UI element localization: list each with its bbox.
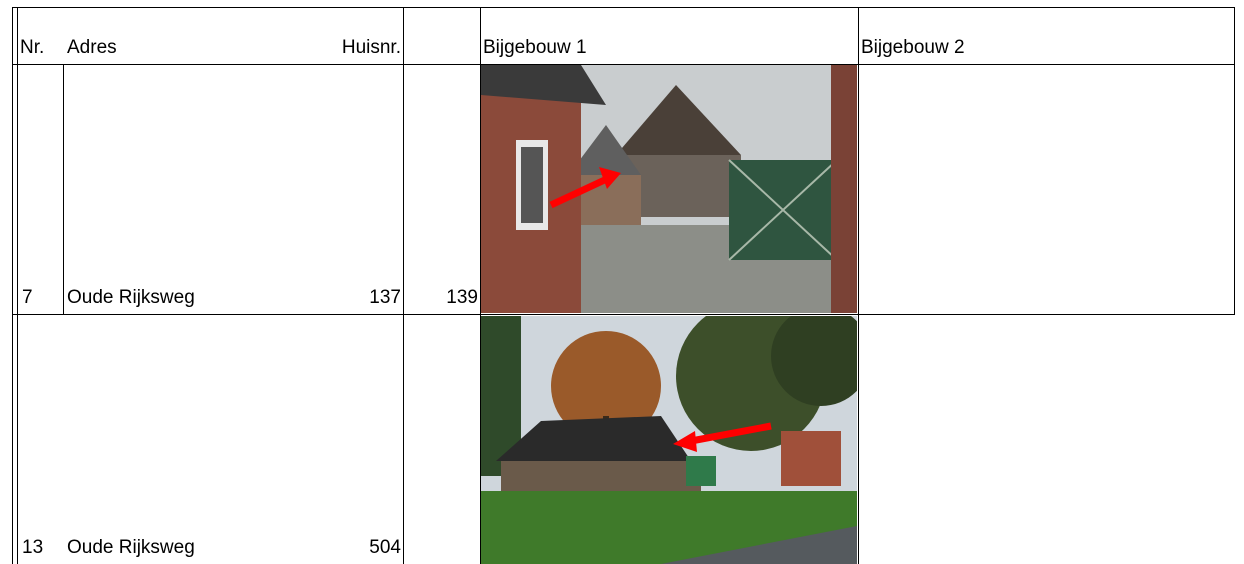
- grid-line: [12, 7, 1235, 8]
- grid-line: [12, 64, 1235, 65]
- grid-line: [480, 7, 481, 564]
- header-cell: Huisnr.: [341, 37, 401, 58]
- header-cell: Adres: [67, 37, 117, 58]
- grid-line: [858, 7, 859, 564]
- cell: Oude Rijksweg: [67, 537, 195, 558]
- cell: 7: [22, 287, 33, 308]
- grid-line: [403, 7, 404, 564]
- header-cell: Bijgebouw 1: [483, 37, 587, 58]
- cell: 504: [369, 537, 401, 558]
- header-cell: Bijgebouw 2: [861, 37, 965, 58]
- photo: [481, 316, 857, 564]
- cell: 13: [22, 537, 44, 558]
- grid-line: [12, 314, 1235, 315]
- photo: [481, 65, 857, 313]
- header-cell: Nr.: [20, 37, 45, 58]
- grid-line: [63, 64, 64, 314]
- border: [17, 7, 18, 564]
- cell: 139: [446, 287, 478, 308]
- cell: Oude Rijksweg: [67, 287, 195, 308]
- border: [12, 7, 13, 564]
- cell: 137: [369, 287, 401, 308]
- grid-line: [1234, 7, 1235, 314]
